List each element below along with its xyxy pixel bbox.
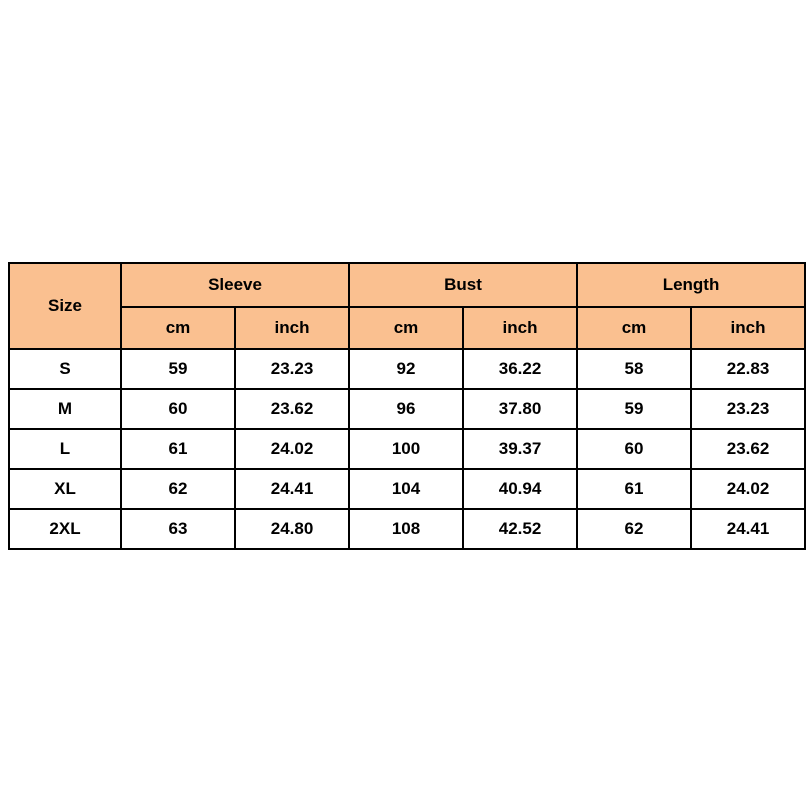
- table-row-2xl: 2XL 63 24.80 108 42.52 62 24.41: [8, 508, 807, 550]
- table-row-m: M 60 23.62 96 37.80 59 23.23: [8, 388, 807, 430]
- length-inch-value: 23.23: [690, 388, 807, 430]
- sleeve-group-header: Sleeve: [119, 262, 351, 308]
- bust-cm-value: 96: [348, 388, 465, 430]
- length-cm-header: cm: [576, 306, 693, 350]
- bust-cm-value: 92: [348, 348, 465, 390]
- sleeve-cm-value: 61: [120, 428, 236, 470]
- table-row-l: L 61 24.02 100 39.37 60 23.62: [8, 428, 807, 470]
- size-column-header: Size: [8, 262, 122, 350]
- bust-cm-header: cm: [348, 306, 465, 350]
- table-row-s: S 59 23.23 92 36.22 58 22.83: [8, 348, 807, 390]
- size-label: S: [8, 348, 122, 390]
- sleeve-cm-value: 60: [120, 388, 236, 430]
- length-inch-value: 24.41: [690, 508, 807, 550]
- sleeve-cm-value: 59: [120, 348, 236, 390]
- sleeve-inch-value: 23.62: [233, 388, 351, 430]
- sleeve-inch-value: 24.80: [233, 508, 351, 550]
- length-inch-value: 23.62: [690, 428, 807, 470]
- size-label: XL: [8, 468, 122, 510]
- bust-inch-value: 40.94: [462, 468, 579, 510]
- bust-inch-value: 39.37: [462, 428, 579, 470]
- bust-cm-value: 108: [348, 508, 465, 550]
- sleeve-cm-value: 62: [120, 468, 236, 510]
- sleeve-inch-value: 23.23: [233, 348, 351, 390]
- length-group-header: Length: [576, 262, 807, 308]
- length-cm-value: 61: [576, 468, 693, 510]
- length-cm-value: 58: [576, 348, 693, 390]
- bust-inch-value: 36.22: [462, 348, 579, 390]
- size-label: 2XL: [8, 508, 122, 550]
- length-inch-value: 22.83: [690, 348, 807, 390]
- sleeve-cm-value: 63: [120, 508, 236, 550]
- bust-cm-value: 104: [348, 468, 465, 510]
- length-inch-header: inch: [690, 306, 807, 350]
- table-row-xl: XL 62 24.41 104 40.94 61 24.02: [8, 468, 807, 510]
- bust-inch-value: 42.52: [462, 508, 579, 550]
- sleeve-inch-value: 24.41: [233, 468, 351, 510]
- length-cm-value: 60: [576, 428, 693, 470]
- group-header-row: Size Sleeve Bust Length: [8, 262, 807, 350]
- length-cm-value: 59: [576, 388, 693, 430]
- unit-header-row: cm inch cm inch cm inch: [9, 306, 807, 350]
- sleeve-inch-value: 24.02: [233, 428, 351, 470]
- bust-inch-value: 37.80: [462, 388, 579, 430]
- length-inch-value: 24.02: [690, 468, 807, 510]
- size-label: L: [8, 428, 122, 470]
- size-label: M: [8, 388, 122, 430]
- bust-cm-value: 100: [348, 428, 465, 470]
- bust-group-header: Bust: [348, 262, 579, 308]
- sleeve-cm-header: cm: [120, 306, 236, 350]
- size-chart-table: Size Sleeve Bust Length cm inch cm inch …: [8, 262, 807, 550]
- sleeve-inch-header: inch: [233, 306, 351, 350]
- length-cm-value: 62: [576, 508, 693, 550]
- bust-inch-header: inch: [462, 306, 579, 350]
